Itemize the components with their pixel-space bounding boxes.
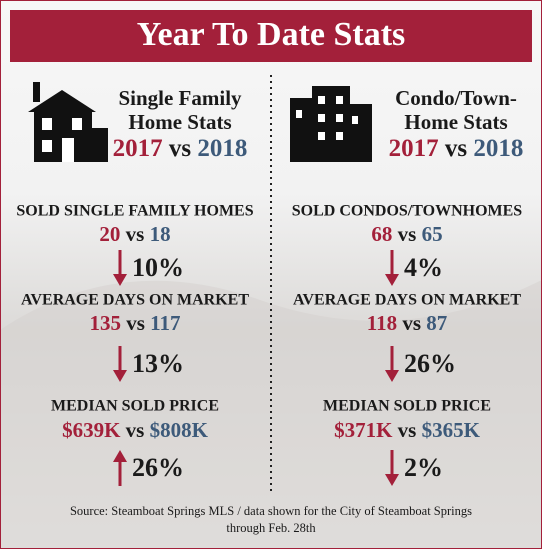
stat-label: MEDIAN SOLD PRICE [323, 398, 491, 415]
stat-values: 20 vs 18 [99, 222, 170, 246]
stat-values: 135 vs 117 [89, 311, 180, 335]
value-2018: 117 [150, 311, 180, 335]
house-windows [42, 118, 82, 162]
year-b: 2018 [473, 135, 523, 162]
years: 2017 vs 2018 [389, 135, 524, 162]
value-2017: 135 [89, 311, 121, 335]
source: through Feb. 28th [226, 521, 316, 535]
value-2017: $371K [334, 418, 393, 442]
column-heading: Home Stats [128, 110, 231, 134]
vs: vs [445, 135, 468, 162]
column-heading: Condo/Town- [395, 86, 517, 110]
vs: vs [126, 222, 145, 246]
stat-values: $371K vs $365K [334, 418, 481, 442]
stat-label: MEDIAN SOLD PRICE [51, 398, 219, 415]
vs: vs [169, 135, 192, 162]
stat-values: 118 vs 87 [367, 311, 448, 335]
stat-values: 68 vs 65 [371, 222, 442, 246]
value-2017: 20 [99, 222, 120, 246]
stat-values: $639K vs $808K [62, 418, 209, 442]
percent-change: 26% [132, 453, 184, 482]
stat-label: SOLD CONDOS/TOWNHOMES [292, 203, 523, 220]
percent-change: 4% [404, 253, 443, 282]
vs: vs [398, 418, 417, 442]
arrow-head [113, 370, 127, 382]
value-2018: 65 [422, 222, 443, 246]
column-heading: Home Stats [404, 110, 507, 134]
value-2018: 18 [150, 222, 171, 246]
value-2017: $639K [62, 418, 121, 442]
title: Year To Date Stats [137, 16, 406, 53]
value-2018: 87 [426, 311, 447, 335]
source: Source: Steamboat Springs MLS / data sho… [70, 504, 472, 518]
value-2017: 68 [371, 222, 392, 246]
arrow-head [113, 274, 127, 286]
condo-icon [290, 86, 372, 162]
condo-windows [296, 96, 358, 140]
years: 2017 vs 2018 [113, 135, 248, 162]
value-2018: $808K [150, 418, 209, 442]
column-heading: Single Family [118, 86, 242, 110]
value-2018: $365K [422, 418, 481, 442]
percent-change: 2% [404, 453, 443, 482]
mountain [0, 280, 542, 549]
stat-label: SOLD SINGLE FAMILY HOMES [16, 203, 253, 220]
arrow-head [385, 474, 399, 486]
year-b: 2018 [197, 135, 247, 162]
arrow-head [113, 450, 127, 462]
arrow-head [385, 370, 399, 382]
arrow-head [385, 274, 399, 286]
percent-change: 10% [132, 253, 184, 282]
vs: vs [126, 311, 145, 335]
year-a: 2017 [389, 135, 439, 162]
title-bar [10, 10, 532, 62]
stat-label: AVERAGE DAYS ON MARKET [21, 292, 249, 309]
percent-change: 26% [404, 349, 456, 378]
year-a: 2017 [113, 135, 163, 162]
vs: vs [126, 418, 145, 442]
vs: vs [398, 222, 417, 246]
vs: vs [402, 311, 421, 335]
stat-label: AVERAGE DAYS ON MARKET [293, 292, 521, 309]
value-2017: 118 [367, 311, 397, 335]
percent-change: 13% [132, 349, 184, 378]
